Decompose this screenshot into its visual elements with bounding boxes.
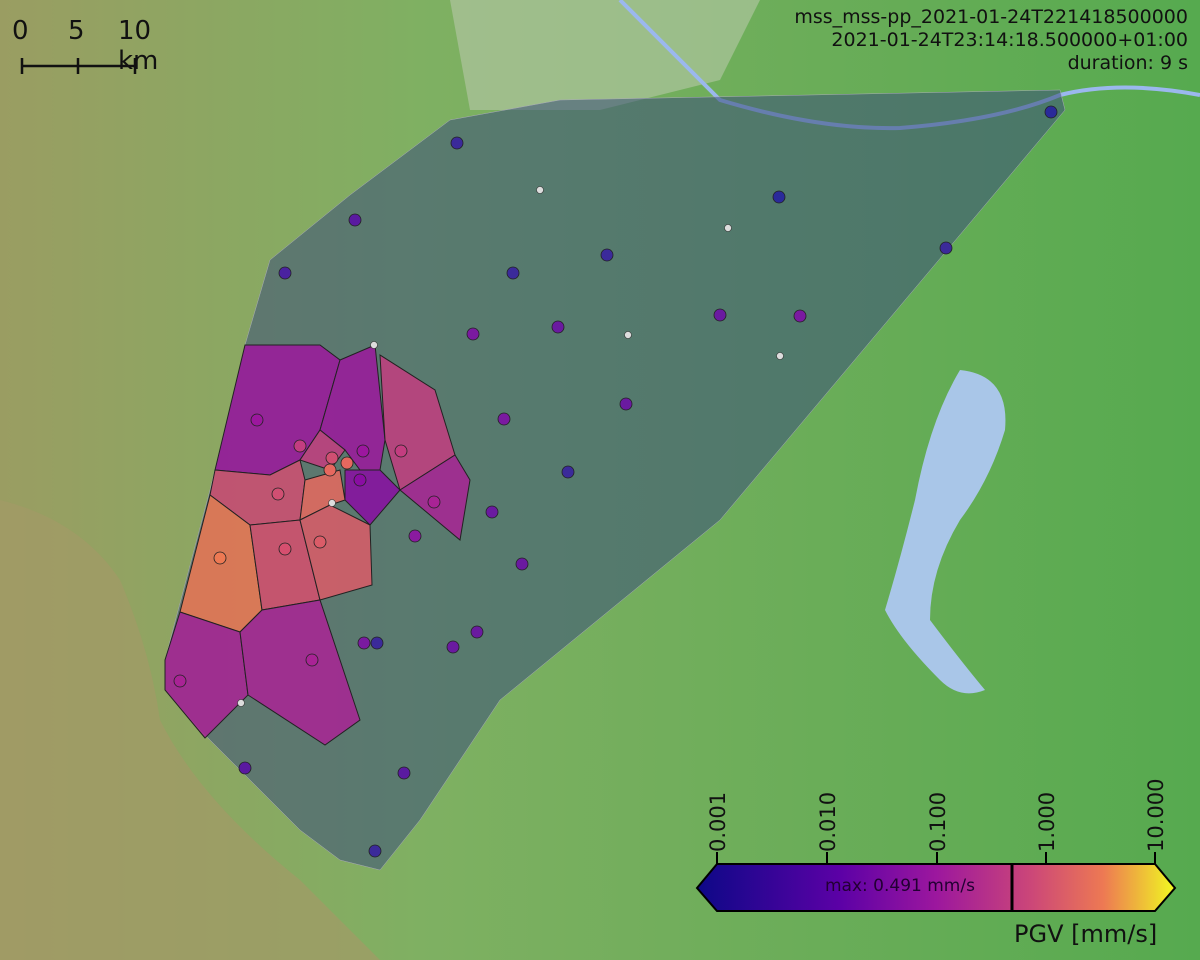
scalebar-label-10: 10 km [118,16,159,76]
station-marker[interactable] [446,640,460,654]
scalebar-label-0: 0 [12,16,29,46]
inactive-station-marker[interactable] [624,331,632,339]
station-marker[interactable] [238,761,252,775]
station-marker[interactable] [793,309,807,323]
colorbar-title: PGV [mm/s] [1014,920,1158,948]
scalebar-label-5: 5 [68,16,85,46]
station-marker[interactable] [470,625,484,639]
station-marker[interactable] [1044,105,1058,119]
station-marker[interactable] [293,439,307,453]
mountain-terrain [0,500,380,960]
station-marker[interactable] [485,505,499,519]
inactive-station-marker[interactable] [776,352,784,360]
inactive-station-marker[interactable] [724,224,732,232]
inactive-station-marker[interactable] [536,186,544,194]
station-marker[interactable] [250,413,264,427]
station-marker[interactable] [353,473,367,487]
scalebar-line [20,58,137,74]
station-marker[interactable] [271,487,285,501]
station-marker[interactable] [323,463,337,477]
colorbar-tick-3: 1.000 [1035,791,1059,852]
station-marker[interactable] [427,495,441,509]
station-marker[interactable] [213,551,227,565]
station-marker[interactable] [305,653,319,667]
station-marker[interactable] [357,636,371,650]
colorbar-tick-1: 0.010 [816,791,840,852]
station-marker[interactable] [340,456,354,470]
colorbar-tick-0: 0.001 [706,791,730,852]
colorbar-max-label: max: 0.491 mm/s [825,876,975,896]
colorbar [695,852,1177,912]
station-marker[interactable] [600,248,614,262]
inactive-station-marker[interactable] [237,699,245,707]
station-marker[interactable] [515,557,529,571]
station-marker[interactable] [939,241,953,255]
station-marker[interactable] [173,674,187,688]
station-marker[interactable] [325,451,339,465]
station-marker[interactable] [713,308,727,322]
station-marker[interactable] [450,136,464,150]
station-marker[interactable] [561,465,575,479]
station-marker[interactable] [278,542,292,556]
station-marker[interactable] [551,320,565,334]
station-marker[interactable] [356,444,370,458]
voronoi-cell [299,504,373,601]
colorbar-tick-2: 0.100 [926,791,950,852]
network-hull [164,89,1066,871]
station-marker[interactable] [397,766,411,780]
station-marker[interactable] [497,412,511,426]
station-marker[interactable] [348,213,362,227]
colorbar-tick-4: 10.000 [1144,778,1168,852]
station-marker[interactable] [619,397,633,411]
inactive-station-marker[interactable] [370,341,378,349]
station-marker[interactable] [394,444,408,458]
duration: duration: 9 s [1067,52,1188,74]
urban-area [450,0,760,110]
station-marker[interactable] [408,529,422,543]
event-info: mss_mss-pp_2021-01-24T221418500000 2021-… [794,6,1188,75]
voronoi-cell [239,599,361,746]
station-marker[interactable] [506,266,520,280]
station-marker[interactable] [370,636,384,650]
lake [885,370,1006,694]
inactive-station-marker[interactable] [328,499,336,507]
station-marker[interactable] [313,535,327,549]
station-marker[interactable] [772,190,786,204]
origin-time: 2021-01-24T23:14:18.500000+01:00 [831,29,1188,51]
station-marker[interactable] [278,266,292,280]
station-marker[interactable] [466,327,480,341]
stations [173,105,1058,858]
station-marker[interactable] [368,844,382,858]
event-id: mss_mss-pp_2021-01-24T221418500000 [794,6,1188,28]
